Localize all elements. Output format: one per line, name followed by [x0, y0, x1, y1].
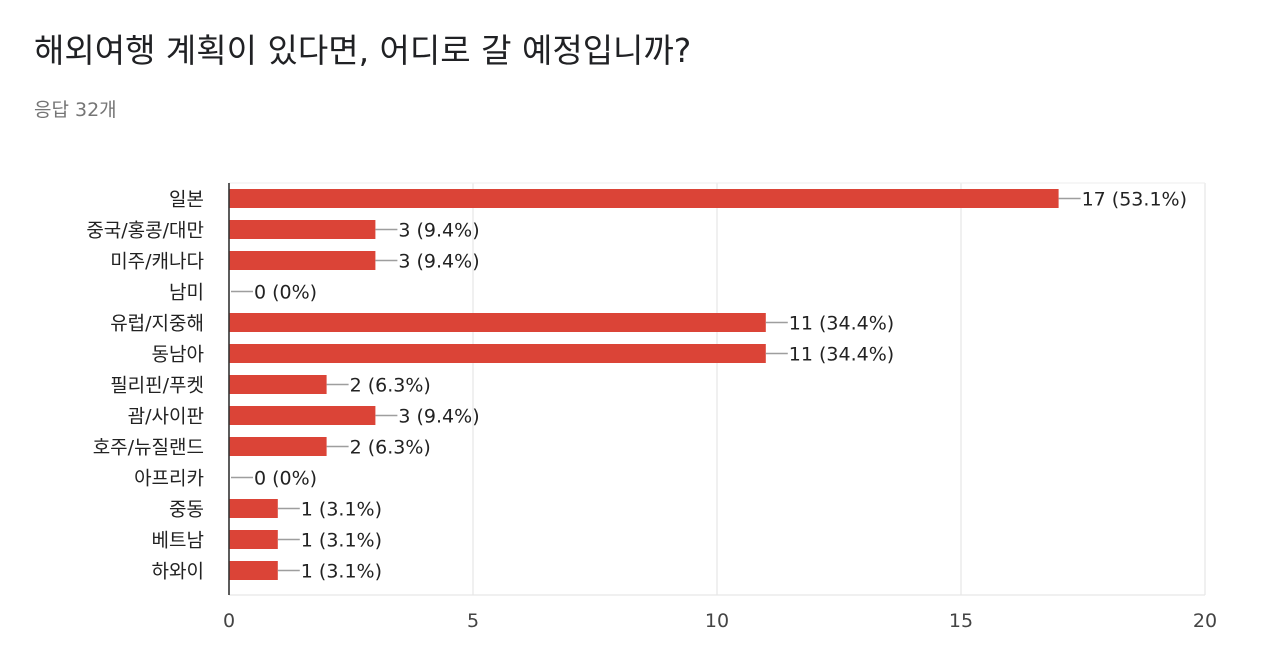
data-label: 2 (6.3%) — [350, 437, 431, 459]
bar — [229, 313, 766, 332]
category-label: 남미 — [169, 282, 204, 304]
bars — [229, 189, 1059, 580]
x-tick-label: 5 — [467, 610, 479, 632]
data-label: 3 (9.4%) — [398, 220, 479, 242]
data-label: 0 (0%) — [254, 468, 317, 490]
bar — [229, 220, 376, 239]
category-label: 중동 — [169, 499, 204, 521]
category-label: 유럽/지중해 — [110, 313, 204, 335]
x-tick-label: 10 — [705, 610, 729, 632]
grid-lines — [229, 182, 1206, 596]
bar — [229, 344, 766, 363]
bar — [229, 499, 278, 518]
bar — [229, 406, 376, 425]
bar — [229, 189, 1059, 208]
labels: 0 5 10 15 20 일본 17 (53.1%) 중국/홍콩/대만 3 (9.4%) 미주/캐… — [86, 183, 1217, 632]
data-label: 11 (34.4%) — [789, 313, 894, 335]
data-label: 17 (53.1%) — [1082, 189, 1187, 211]
category-label: 미주/캐나다 — [110, 251, 204, 273]
data-label: 3 (9.4%) — [398, 251, 479, 273]
data-label: 3 (9.4%) — [398, 406, 479, 428]
category-label: 중국/홍콩/대만 — [86, 220, 204, 242]
category-label: 호주/뉴질랜드 — [93, 437, 204, 459]
bar — [229, 437, 327, 456]
category-label: 필리핀/푸켓 — [110, 375, 204, 397]
data-label: 11 (34.4%) — [789, 344, 894, 366]
bar — [229, 530, 278, 549]
x-tick-label: 0 — [223, 610, 235, 632]
category-label: 동남아 — [152, 344, 204, 366]
data-label: 2 (6.3%) — [350, 375, 431, 397]
bar — [229, 375, 327, 394]
category-label: 괌/사이판 — [128, 406, 204, 428]
data-label: 1 (3.1%) — [301, 561, 382, 583]
bar — [229, 561, 278, 580]
data-label: 1 (3.1%) — [301, 499, 382, 521]
category-label: 하와이 — [152, 561, 204, 583]
question-title: 해외여행 계획이 있다면, 어디로 갈 예정입니까? — [34, 31, 692, 70]
category-label: 베트남 — [152, 530, 204, 552]
x-tick-label: 15 — [949, 610, 973, 632]
category-label: 아프리카 — [134, 468, 204, 490]
bar — [229, 251, 376, 270]
data-label: 1 (3.1%) — [301, 530, 382, 552]
category-label: 일본 — [169, 189, 204, 211]
data-label: 0 (0%) — [254, 282, 317, 304]
response-count: 응답 32개 — [34, 99, 117, 121]
x-tick-label: 20 — [1193, 610, 1217, 632]
